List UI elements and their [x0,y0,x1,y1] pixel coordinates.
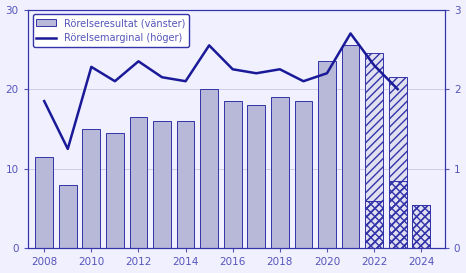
Bar [342,45,359,248]
Bar [295,101,312,248]
Bar [224,101,241,248]
Bar [389,181,406,248]
Bar [82,129,100,248]
Bar [365,53,383,248]
Bar [412,205,430,248]
Legend: Rörelseresultat (vänster), Rörelsemarginal (höger): Rörelseresultat (vänster), Rörelsemargin… [33,14,189,47]
Bar [318,61,336,248]
Bar [35,157,53,248]
Bar [177,121,194,248]
Bar [389,77,406,248]
Bar [200,89,218,248]
Bar [247,105,265,248]
Bar [130,117,147,248]
Bar [365,201,383,248]
Bar [59,185,76,248]
Bar [106,133,124,248]
Bar [271,97,288,248]
Bar [389,181,406,248]
Bar [412,205,430,248]
Bar [153,121,171,248]
Bar [365,201,383,248]
